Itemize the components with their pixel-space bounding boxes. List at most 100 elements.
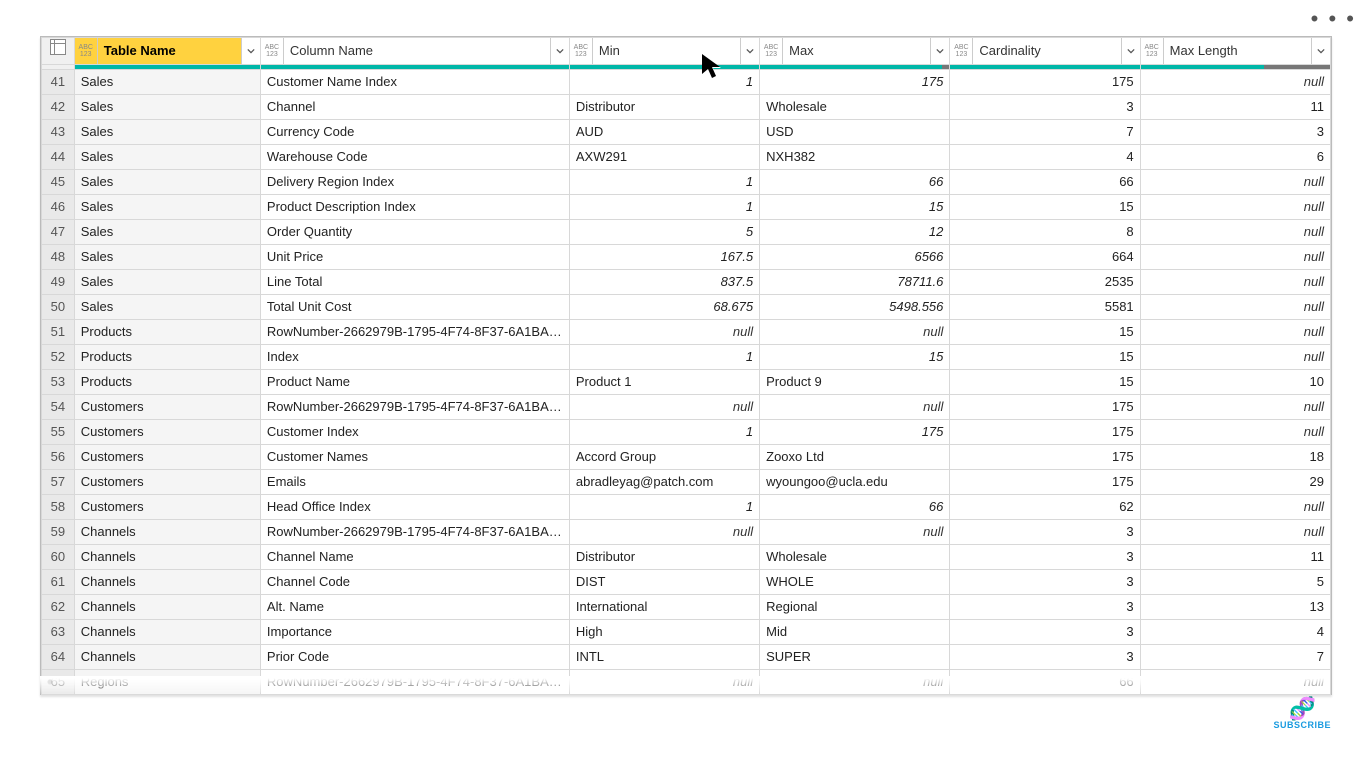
cell-cardinality[interactable]: 3 [950,520,1140,545]
table-row[interactable]: 60ChannelsChannel NameDistributorWholesa… [42,545,1331,570]
cell-column-name[interactable]: Product Description Index [260,195,569,220]
table-row[interactable]: 47SalesOrder Quantity5128null [42,220,1331,245]
cell-max-length[interactable]: 5 [1140,570,1330,595]
cell-cardinality[interactable]: 3 [950,95,1140,120]
cell-max-length[interactable]: null [1140,420,1330,445]
cell-column-name[interactable]: Alt. Name [260,595,569,620]
cell-max[interactable]: 5498.556 [760,295,950,320]
cell-table-name[interactable]: Channels [74,620,260,645]
column-header-min[interactable]: ABC123Min [569,38,759,65]
cell-max-length[interactable]: null [1140,245,1330,270]
row-number[interactable]: 54 [42,395,75,420]
cell-column-name[interactable]: Unit Price [260,245,569,270]
cell-min[interactable]: Distributor [569,95,759,120]
cell-cardinality[interactable]: 664 [950,245,1140,270]
cell-table-name[interactable]: Products [74,370,260,395]
row-number[interactable]: 61 [42,570,75,595]
cell-min[interactable]: 1 [569,170,759,195]
cell-min[interactable]: 167.5 [569,245,759,270]
cell-max[interactable]: Wholesale [760,545,950,570]
cell-min[interactable]: AUD [569,120,759,145]
cell-column-name[interactable]: Customer Index [260,420,569,445]
cell-max-length[interactable]: 10 [1140,370,1330,395]
table-row[interactable]: 44SalesWarehouse CodeAXW291NXH38246 [42,145,1331,170]
cell-min[interactable]: 1 [569,345,759,370]
table-row[interactable]: 43SalesCurrency CodeAUDUSD73 [42,120,1331,145]
cell-max[interactable]: null [760,520,950,545]
cell-max[interactable]: USD [760,120,950,145]
cell-max-length[interactable]: 3 [1140,120,1330,145]
cell-max[interactable]: Mid [760,620,950,645]
row-number[interactable]: 63 [42,620,75,645]
cell-column-name[interactable]: Channel Name [260,545,569,570]
cell-min[interactable]: abradleyag@patch.com [569,470,759,495]
row-number[interactable]: 53 [42,370,75,395]
cell-max-length[interactable]: 7 [1140,645,1330,670]
table-row[interactable]: 54CustomersRowNumber-2662979B-1795-4F74-… [42,395,1331,420]
cell-column-name[interactable]: Prior Code [260,645,569,670]
row-number[interactable]: 47 [42,220,75,245]
cell-min[interactable]: INTL [569,645,759,670]
cell-cardinality[interactable]: 175 [950,70,1140,95]
cell-cardinality[interactable]: 175 [950,420,1140,445]
cell-table-name[interactable]: Customers [74,445,260,470]
cell-table-name[interactable]: Products [74,320,260,345]
cell-column-name[interactable]: Delivery Region Index [260,170,569,195]
subscribe-badge[interactable]: 🧬 SUBSCRIBE [1273,698,1331,730]
row-number[interactable]: 62 [42,595,75,620]
cell-max[interactable]: Regional [760,595,950,620]
cell-table-name[interactable]: Channels [74,570,260,595]
row-number[interactable]: 43 [42,120,75,145]
table-row[interactable]: 57CustomersEmailsabradleyag@patch.comwyo… [42,470,1331,495]
column-header-column_name[interactable]: ABC123Column Name [260,38,569,65]
table-row[interactable]: 63ChannelsImportanceHighMid34 [42,620,1331,645]
cell-max[interactable]: 12 [760,220,950,245]
column-header-table_name[interactable]: ABC123Table Name [74,38,260,65]
table-row[interactable]: 65RegionsRowNumber-2662979B-1795-4F74-8F… [42,670,1331,695]
cell-table-name[interactable]: Sales [74,295,260,320]
cell-min[interactable]: 1 [569,70,759,95]
cell-cardinality[interactable]: 5581 [950,295,1140,320]
cell-min[interactable]: AXW291 [569,145,759,170]
cell-table-name[interactable]: Customers [74,395,260,420]
cell-column-name[interactable]: Importance [260,620,569,645]
cell-column-name[interactable]: Total Unit Cost [260,295,569,320]
cell-min[interactable]: null [569,670,759,695]
cell-table-name[interactable]: Regions [74,670,260,695]
cell-max-length[interactable]: 11 [1140,95,1330,120]
cell-min[interactable]: Accord Group [569,445,759,470]
cell-column-name[interactable]: Channel Code [260,570,569,595]
table-row[interactable]: 55CustomersCustomer Index1175175null [42,420,1331,445]
cell-column-name[interactable]: Currency Code [260,120,569,145]
table-row[interactable]: 50SalesTotal Unit Cost68.6755498.5565581… [42,295,1331,320]
column-filter-dropdown[interactable] [1311,38,1330,64]
cell-table-name[interactable]: Sales [74,245,260,270]
cell-cardinality[interactable]: 8 [950,220,1140,245]
column-header-max_length[interactable]: ABC123Max Length [1140,38,1330,65]
cell-cardinality[interactable]: 175 [950,395,1140,420]
cell-min[interactable]: null [569,395,759,420]
cell-max[interactable]: Wholesale [760,95,950,120]
row-number[interactable]: 64 [42,645,75,670]
cell-table-name[interactable]: Sales [74,195,260,220]
row-number[interactable]: 58 [42,495,75,520]
cell-cardinality[interactable]: 3 [950,645,1140,670]
cell-min[interactable]: Product 1 [569,370,759,395]
cell-table-name[interactable]: Customers [74,420,260,445]
cell-cardinality[interactable]: 2535 [950,270,1140,295]
cell-min[interactable]: DIST [569,570,759,595]
cell-max[interactable]: 66 [760,495,950,520]
cell-min[interactable]: 1 [569,420,759,445]
table-row[interactable]: 61ChannelsChannel CodeDISTWHOLE35 [42,570,1331,595]
cell-min[interactable]: Distributor [569,545,759,570]
cell-column-name[interactable]: RowNumber-2662979B-1795-4F74-8F37-6A1BA8… [260,320,569,345]
cell-column-name[interactable]: Head Office Index [260,495,569,520]
column-filter-dropdown[interactable] [1121,38,1140,64]
cell-cardinality[interactable]: 66 [950,170,1140,195]
cell-cardinality[interactable]: 15 [950,195,1140,220]
cell-table-name[interactable]: Sales [74,70,260,95]
cell-max[interactable]: wyoungoo@ucla.edu [760,470,950,495]
cell-table-name[interactable]: Sales [74,220,260,245]
column-filter-dropdown[interactable] [550,38,569,64]
cell-min[interactable]: 837.5 [569,270,759,295]
